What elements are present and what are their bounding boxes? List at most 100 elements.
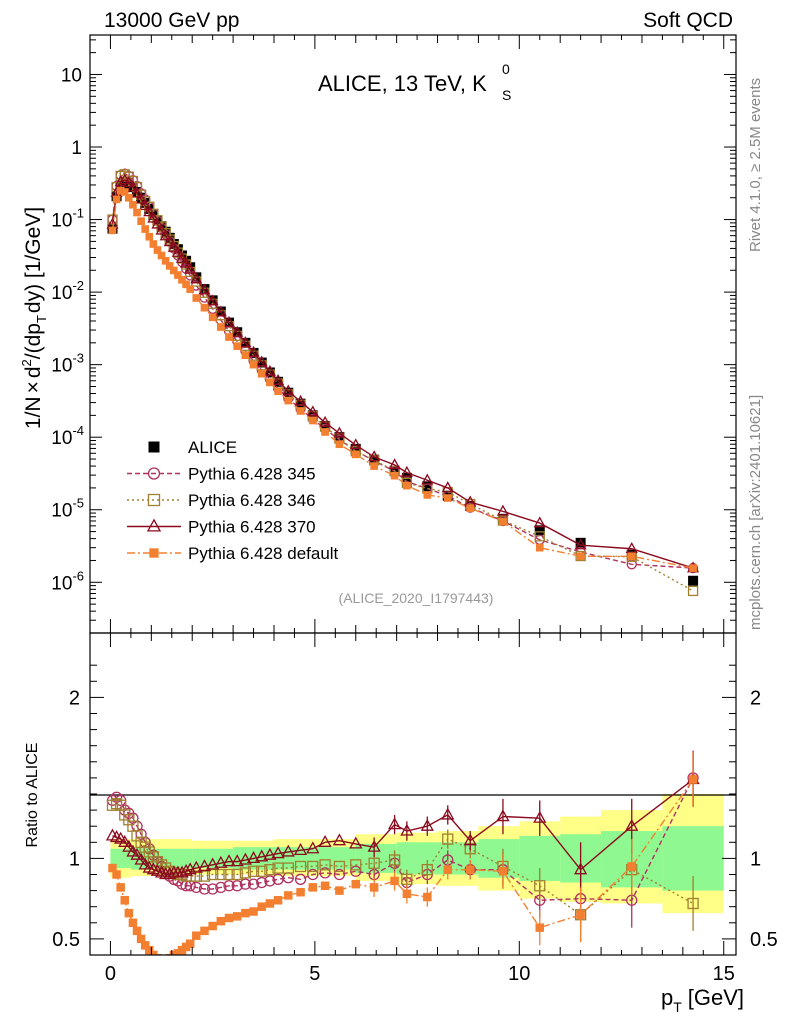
main-point-pdef — [370, 462, 378, 470]
ratio-point-p370 — [496, 809, 510, 822]
ratio-point-p346 — [442, 833, 454, 845]
main-point-p370 — [282, 384, 295, 396]
ratio-point-p346 — [687, 897, 699, 910]
main-point-pdef — [466, 504, 475, 513]
ratio-point-p370 — [246, 851, 261, 864]
ratio-point-p346 — [176, 868, 188, 881]
main-point-p370 — [135, 192, 148, 204]
main-point-p370 — [421, 473, 434, 485]
ratio-point-pdef — [284, 891, 293, 900]
ratio-point-p346 — [207, 868, 219, 881]
ratio-point-p346 — [131, 830, 143, 842]
main-point-p370 — [139, 199, 152, 211]
main-point-pdef — [192, 294, 201, 302]
ratio-point-p345 — [264, 875, 276, 887]
plot-title-subscript: S — [502, 87, 511, 103]
ratio-point-p346 — [155, 859, 168, 871]
ratio-point-p346 — [190, 870, 202, 882]
ratio-point-p346 — [223, 868, 235, 881]
ratio-point-p346 — [123, 814, 135, 826]
main-point-p370 — [388, 458, 401, 470]
ratio-point-p346 — [110, 798, 123, 810]
ratio-point-p370 — [197, 859, 212, 872]
ratio-point-p370 — [189, 860, 203, 873]
ratio-point-pdef — [465, 865, 475, 874]
main-point-pdef — [266, 378, 274, 387]
ratio-point-p345 — [223, 880, 235, 892]
main-point-p370 — [143, 205, 156, 217]
legend-marker-p346 — [147, 493, 161, 507]
ratio-point-pdef — [108, 863, 117, 873]
main-point-pdef — [178, 275, 186, 284]
main-point-p370 — [206, 294, 219, 306]
main-point-alice — [575, 537, 586, 548]
main-point-p370 — [147, 211, 160, 223]
ratio-point-p346 — [239, 867, 252, 879]
ratio-point-pdef — [128, 918, 138, 928]
main-point-pdef — [149, 240, 158, 248]
main-point-p370 — [441, 481, 454, 493]
main-point-pdef — [186, 285, 194, 293]
y-tick-label-main: 10-5 — [51, 496, 84, 522]
y-tick-label-ratio-right: 0.5 — [750, 929, 778, 951]
ratio-point-p345 — [198, 883, 211, 895]
ratio-point-p345 — [333, 868, 346, 881]
main-point-alice — [688, 575, 699, 586]
main-point-pdef — [225, 333, 233, 341]
main-point-p370 — [239, 336, 252, 348]
main-point-alice — [295, 398, 306, 409]
ratio-point-pdef — [149, 950, 158, 955]
main-point-p370 — [533, 516, 546, 528]
ratio-point-p370 — [255, 849, 269, 862]
ratio-point-p370 — [134, 852, 148, 865]
ratio-point-p346 — [421, 864, 433, 876]
ratio-point-p346 — [198, 870, 211, 882]
ratio-series-layer — [105, 750, 700, 955]
x-tick-label: 10 — [508, 963, 530, 985]
main-point-p370 — [496, 504, 509, 516]
main-point-p370 — [130, 186, 144, 198]
ratio-point-p370 — [175, 865, 189, 878]
y-tick-label-main: 10-6 — [51, 568, 84, 594]
ratio-point-p346 — [534, 880, 546, 892]
ratio-point-pdef — [627, 862, 636, 871]
main-point-alice — [534, 525, 545, 536]
ratio-point-p370 — [306, 841, 320, 854]
ratio-point-p345 — [319, 867, 331, 879]
main-point-p370 — [163, 235, 176, 247]
ratio-point-pdef — [112, 870, 121, 879]
main-point-p370 — [294, 394, 307, 406]
ratio-point-pdef — [320, 881, 330, 891]
ratio-point-p370 — [293, 843, 308, 855]
ratio-point-pdef — [136, 934, 146, 944]
ratio-point-p370 — [533, 810, 547, 823]
ratio-point-p346 — [350, 859, 362, 871]
main-point-pdef — [321, 428, 329, 436]
ratio-point-p346 — [247, 865, 260, 877]
ratio-point-pdef — [351, 879, 361, 889]
ratio-point-p345 — [239, 878, 252, 890]
ratio-point-pdef — [423, 892, 432, 902]
ratio-point-p345 — [247, 878, 260, 890]
x-tick-label: 0 — [105, 963, 116, 985]
main-point-pdef — [689, 564, 697, 572]
ratio-point-pdef — [443, 865, 453, 874]
main-point-pdef — [423, 491, 432, 499]
ratio-point-pdef — [688, 775, 698, 784]
ratio-point-p346 — [106, 799, 119, 811]
ratio-point-p370 — [574, 862, 588, 875]
y-tick-label-main: 10-2 — [51, 278, 84, 304]
main-point-p370 — [319, 415, 332, 427]
ratio-point-p346 — [307, 860, 319, 873]
main-point-p370 — [198, 283, 211, 295]
main-point-pdef — [274, 387, 282, 396]
ratio-point-p345 — [231, 880, 243, 892]
ratio-point-p346 — [388, 854, 401, 866]
ratio-point-p370 — [238, 852, 252, 865]
ratio-point-p345 — [190, 881, 202, 894]
plot-title-superscript: 0 — [502, 61, 510, 77]
main-point-pdef — [233, 342, 242, 350]
main-point-pdef — [535, 543, 544, 552]
main-point-pdef — [257, 369, 266, 378]
